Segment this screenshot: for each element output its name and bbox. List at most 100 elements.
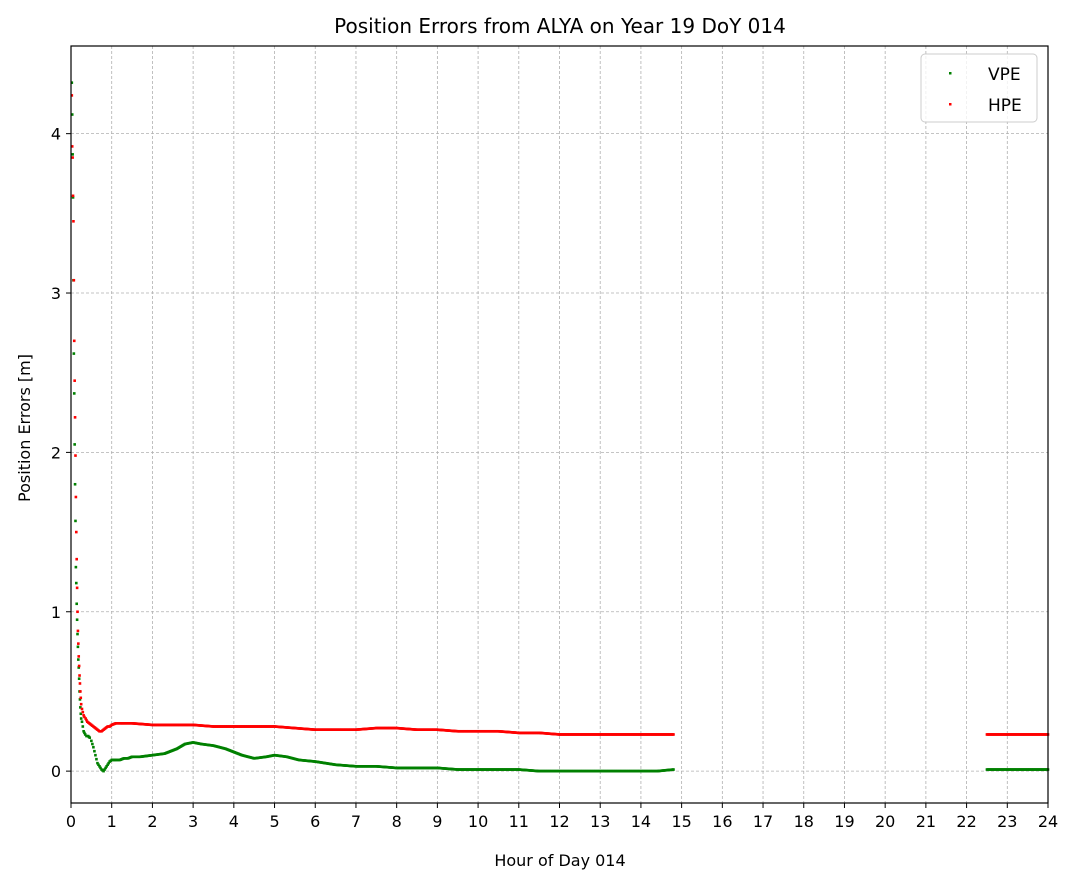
data-point [73,379,76,382]
data-point [75,618,79,622]
data-point [88,736,92,739]
interp-point [103,768,106,771]
data-point [75,557,78,561]
data-point [76,632,79,636]
data-point [76,610,79,614]
legend: VPE HPE [920,53,1038,123]
interp-point [105,765,108,768]
data-point [83,731,86,735]
data-point [77,655,81,658]
x-tick-label: 11 [509,812,529,831]
y-tick-label: 3 [51,284,61,303]
interp-point [97,763,100,767]
data-point [672,768,675,771]
legend-marker-hpe [949,103,952,106]
x-tick-label: 13 [590,812,610,831]
data-point [74,454,77,457]
series-hpe [70,94,1050,736]
data-point [77,658,80,661]
data-point [72,352,76,355]
data-point [70,94,74,97]
data-point [82,714,85,717]
interp-point [95,757,98,761]
series-layer [70,81,1050,773]
x-tick-label: 20 [875,812,895,831]
data-point [72,220,75,223]
x-tick-label: 23 [997,812,1017,831]
data-point [79,690,82,693]
data-point [73,482,77,486]
x-tick-label: 2 [147,812,157,831]
interp-point [85,718,88,722]
y-tick-label: 0 [51,762,61,781]
data-point [77,642,80,645]
data-point [70,145,74,148]
legend-label-vpe: VPE [988,65,1021,85]
data-point [83,733,87,736]
data-point [76,629,80,633]
x-tick-label: 18 [794,812,814,831]
y-tick-label: 4 [51,125,61,144]
x-tick-label: 17 [753,812,773,831]
interp-point [91,742,94,746]
data-point [79,717,83,720]
data-point [79,696,83,700]
x-tick-label: 21 [916,812,936,831]
data-point [78,698,82,701]
data-point [72,392,76,395]
data-point [78,674,81,677]
data-point [90,739,93,743]
data-point [72,339,76,343]
data-point [72,278,76,282]
x-tick-label: 15 [671,812,691,831]
data-point [106,763,109,767]
x-tick-label: 8 [392,812,402,831]
data-point [79,706,82,709]
data-point [85,734,88,738]
legend-label-hpe: HPE [988,96,1022,116]
y-tick-label: 2 [51,443,61,462]
x-tick-label: 10 [468,812,488,831]
x-tick-label: 0 [66,812,76,831]
x-ticks: 0 1 2 3 4 5 6 7 8 9 10 11 12 13 14 15 16 17 18 19 20 21 22 23 24 [66,803,1058,831]
x-tick-label: 4 [229,812,239,831]
data-point [96,761,99,765]
data-point [82,729,85,733]
data-point [102,769,105,773]
x-tick-label: 19 [834,812,854,831]
data-point [672,733,675,736]
x-tick-label: 6 [310,812,320,831]
data-point [74,519,77,523]
data-point [92,745,95,749]
y-tick-label: 1 [51,603,61,622]
data-point [81,710,85,714]
data-point [70,81,74,84]
data-point [71,194,75,198]
data-point [77,664,81,668]
x-tick-label: 16 [712,812,732,831]
data-point [83,715,86,719]
data-point [80,707,84,711]
data-point [75,586,79,590]
data-point [94,753,97,757]
data-point [75,602,78,606]
interp-point [107,761,110,765]
y-axis-label: Position Errors [m] [15,354,34,502]
data-point [98,765,101,768]
x-tick-label: 1 [107,812,117,831]
data-point [78,682,82,685]
data-point [77,677,81,680]
x-tick-label: 24 [1038,812,1058,831]
chart-title: Position Errors from ALYA on Year 19 DoY… [334,14,786,38]
data-point [74,495,78,499]
x-tick-label: 5 [269,812,279,831]
data-point [73,416,77,419]
legend-marker-vpe [949,72,952,75]
data-point [84,717,87,720]
data-point [70,113,74,116]
data-point [74,565,78,569]
y-ticks: 0 1 2 3 4 [51,125,71,781]
data-point [79,702,83,706]
